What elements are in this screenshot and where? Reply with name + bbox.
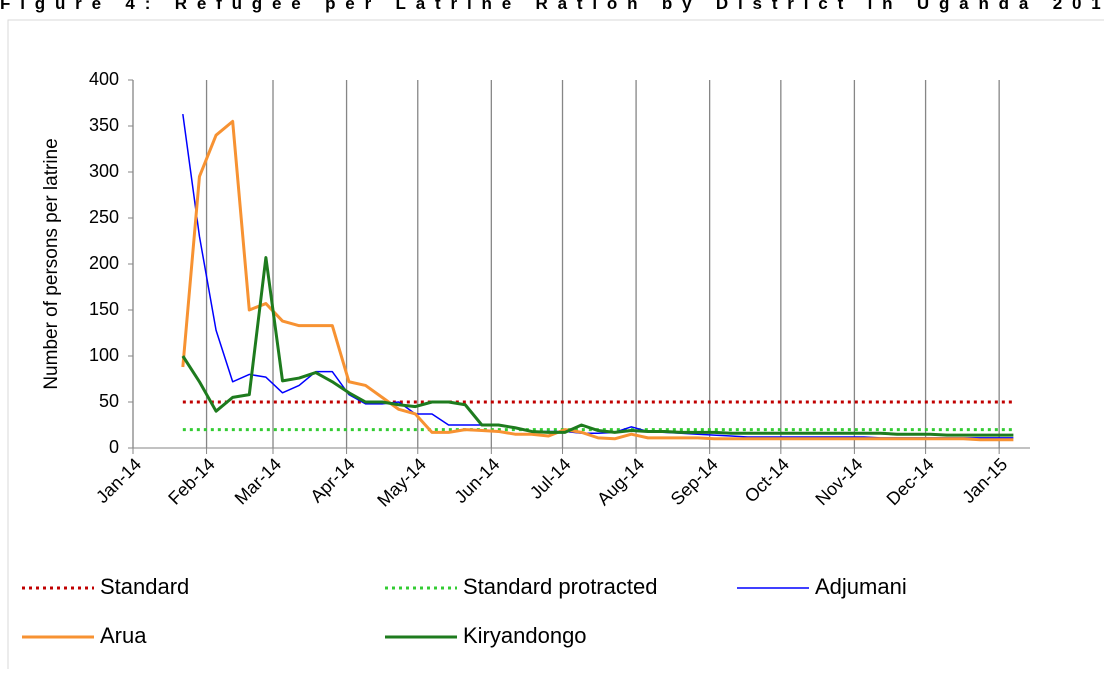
y-tick-label: 300	[89, 161, 119, 181]
series-line	[181, 256, 1014, 437]
legend-label: Adjumani	[815, 574, 907, 599]
legend-label: Arua	[100, 623, 147, 648]
legend-label: Standard protracted	[463, 574, 657, 599]
y-tick-label: 50	[99, 391, 119, 411]
y-tick-label: 100	[89, 345, 119, 365]
y-tick-label: 150	[89, 299, 119, 319]
y-tick-label: 400	[89, 69, 119, 89]
chart-title: Figure 4: Refugee per Latrine Ration by …	[0, 0, 1104, 13]
y-tick-label: 250	[89, 207, 119, 227]
series-line	[181, 119, 1014, 442]
chart-frame	[7, 19, 1104, 674]
y-tick-label: 0	[109, 437, 119, 457]
y-tick-label: 350	[89, 115, 119, 135]
legend-label: Kiryandongo	[463, 623, 587, 648]
legend-label: Standard	[100, 574, 189, 599]
y-tick-label: 200	[89, 253, 119, 273]
y-axis-label: Number of persons per latrine	[41, 138, 62, 389]
